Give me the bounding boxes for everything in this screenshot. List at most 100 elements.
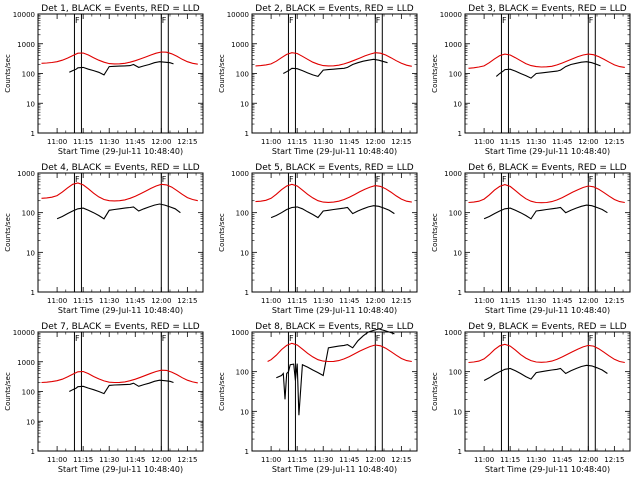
y-tick-label: 10 (453, 408, 462, 416)
marker-label: F (75, 16, 80, 25)
series-line-events (270, 205, 395, 219)
y-axis-label: Counts/sec (431, 213, 439, 252)
x-tick-label: 11:00 (474, 138, 494, 146)
marker-label: F (289, 334, 294, 343)
x-tick-label: 12:00 (578, 297, 598, 305)
marker-label: F (589, 334, 594, 343)
x-axis-label: Start Time (29-Jul-11 10:48:40) (58, 147, 183, 156)
x-tick-label: 11:00 (261, 138, 281, 146)
y-tick-label: 10 (453, 249, 462, 257)
x-tick-label: 11:45 (125, 456, 145, 464)
series-line-lld (255, 52, 412, 67)
marker-label: F (502, 16, 507, 25)
chart-title: Det 6, BLACK = Events, RED = LLD (468, 163, 627, 173)
marker-label: F (162, 16, 167, 25)
y-tick-label: 100 (22, 389, 35, 397)
chart-title: Det 8, BLACK = Events, RED = LLD (255, 322, 414, 332)
plot-frame (251, 172, 418, 293)
x-tick-label: 11:00 (47, 138, 67, 146)
x-tick-label: 11:15 (500, 297, 520, 305)
y-tick-label: 1 (245, 130, 249, 138)
y-tick-label: 100 (22, 71, 35, 79)
x-tick-label: 11:30 (99, 456, 119, 464)
y-axis-label: Counts/sec (218, 54, 226, 93)
series-line-events (483, 204, 608, 220)
y-axis-label: Counts/sec (4, 372, 12, 411)
x-tick-label: 11:30 (313, 138, 333, 146)
y-tick-label: 1 (245, 289, 249, 297)
x-axis-label: Start Time (29-Jul-11 10:48:40) (272, 147, 397, 156)
x-axis-label: Start Time (29-Jul-11 10:48:40) (485, 306, 610, 315)
series-line-events (483, 364, 608, 381)
x-tick-label: 12:15 (177, 297, 197, 305)
series-line-events (283, 58, 388, 78)
x-tick-label: 12:00 (365, 297, 385, 305)
x-tick-label: 11:45 (552, 297, 572, 305)
y-tick-label: 10 (240, 408, 249, 416)
x-tick-label: 11:15 (73, 138, 93, 146)
plot-frame (464, 13, 631, 134)
y-tick-label: 1000 (444, 329, 462, 337)
chart-title: Det 3, BLACK = Events, RED = LLD (468, 4, 627, 14)
y-tick-label: 100 (236, 210, 249, 218)
x-tick-label: 11:15 (287, 138, 307, 146)
y-axis-label: Counts/sec (431, 372, 439, 411)
y-tick-label: 100 (449, 210, 462, 218)
y-tick-label: 1000 (17, 359, 35, 367)
series-line-lld (41, 51, 198, 65)
y-tick-label: 1000 (444, 41, 462, 49)
y-tick-label: 1 (458, 130, 462, 138)
x-tick-label: 11:00 (261, 456, 281, 464)
plot-frame (464, 172, 631, 293)
x-axis-label: Start Time (29-Jul-11 10:48:40) (58, 465, 183, 474)
y-tick-label: 10000 (440, 11, 462, 19)
y-axis-label: Counts/sec (431, 54, 439, 93)
y-tick-label: 10 (26, 100, 35, 108)
series-line-lld (468, 53, 625, 69)
chart-title: Det 5, BLACK = Events, RED = LLD (255, 163, 414, 173)
series-line-lld (267, 342, 412, 363)
series-line-lld (468, 343, 625, 364)
x-tick-label: 11:15 (500, 456, 520, 464)
chart-panel-3: Det 3, BLACK = Events, RED = LLD Counts/s… (431, 4, 631, 156)
chart-panel-6: Det 6, BLACK = Events, RED = LLD Counts/s… (431, 163, 631, 315)
y-axis-label: Counts/sec (218, 213, 226, 252)
x-tick-label: 11:15 (73, 456, 93, 464)
x-tick-label: 12:00 (365, 456, 385, 464)
chart-panel-4: Det 4, BLACK = Events, RED = LLD Counts/s… (4, 163, 204, 315)
x-tick-label: 12:00 (151, 456, 171, 464)
x-tick-label: 12:15 (604, 297, 624, 305)
y-tick-label: 100 (22, 210, 35, 218)
x-tick-label: 11:30 (526, 297, 546, 305)
x-tick-label: 12:00 (365, 138, 385, 146)
plot-frame (37, 172, 204, 293)
x-tick-label: 11:00 (47, 456, 67, 464)
marker-label: F (376, 16, 381, 25)
x-tick-label: 11:00 (474, 297, 494, 305)
y-tick-label: 1000 (231, 329, 249, 337)
y-tick-label: 1 (245, 448, 249, 456)
y-tick-label: 1000 (17, 41, 35, 49)
x-tick-label: 11:45 (339, 456, 359, 464)
series-line-lld (468, 184, 625, 204)
x-tick-label: 12:00 (578, 138, 598, 146)
y-axis-label: Counts/sec (4, 213, 12, 252)
marker-label: F (75, 175, 80, 184)
series-line-lld (41, 182, 198, 202)
chart-panel-1: Det 1, BLACK = Events, RED = LLD Counts/s… (4, 4, 204, 156)
marker-label: F (502, 334, 507, 343)
y-tick-label: 100 (236, 71, 249, 79)
marker-label: F (162, 334, 167, 343)
y-tick-label: 100 (236, 369, 249, 377)
x-tick-label: 12:00 (151, 297, 171, 305)
x-tick-label: 11:30 (313, 456, 333, 464)
x-tick-label: 11:15 (500, 138, 520, 146)
y-tick-label: 1000 (231, 41, 249, 49)
x-tick-label: 12:00 (151, 138, 171, 146)
y-tick-label: 1000 (17, 170, 35, 178)
series-line-lld (255, 183, 412, 203)
chart-panel-8: Det 8, BLACK = Events, RED = LLD Counts/s… (218, 322, 418, 474)
x-tick-label: 11:30 (526, 138, 546, 146)
x-tick-label: 11:45 (552, 456, 572, 464)
